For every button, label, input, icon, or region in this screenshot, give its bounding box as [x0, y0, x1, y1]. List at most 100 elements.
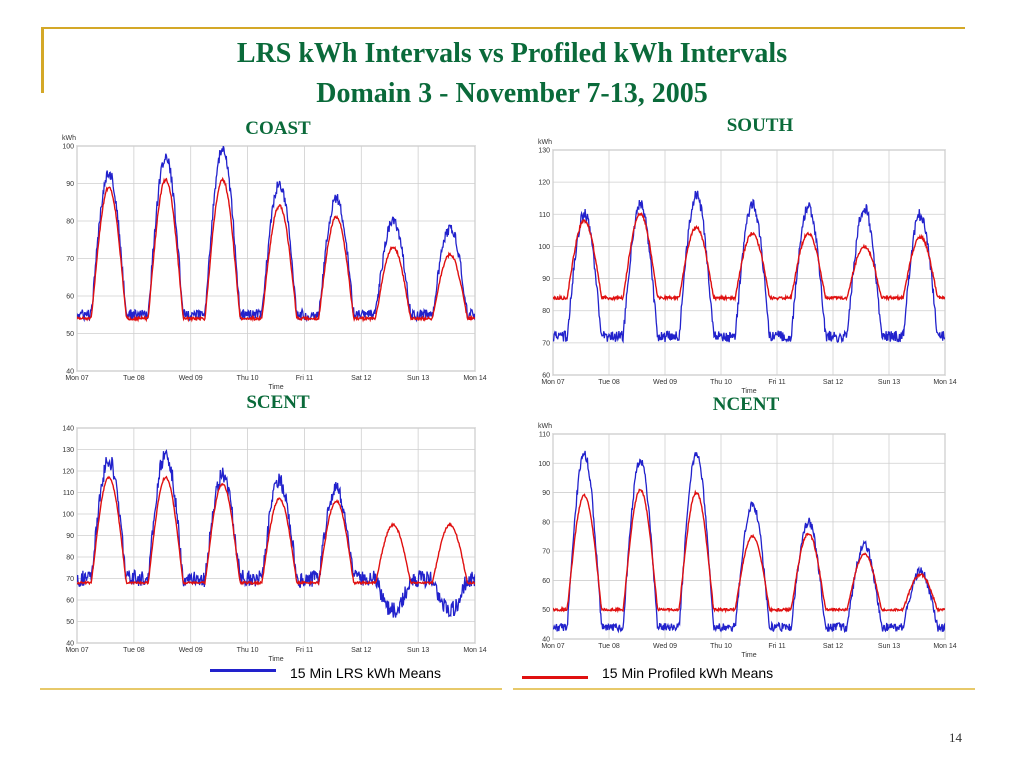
x-tick-label: Mon 07	[65, 647, 88, 654]
series-line-profiled	[553, 211, 945, 302]
accent-vertical-bar	[41, 27, 44, 93]
accent-horizontal-bar	[41, 27, 965, 29]
series-line-profiled	[77, 176, 475, 323]
x-tick-label: Sun 13	[407, 647, 429, 654]
x-tick-label: Mon 07	[65, 375, 88, 382]
x-tick-label: Wed 09	[653, 643, 677, 650]
x-tick-label: Sun 13	[878, 379, 900, 386]
x-tick-label: Tue 08	[598, 643, 620, 650]
series-line-profiled	[553, 488, 945, 614]
series-line-lrs	[553, 190, 945, 344]
y-tick-label: 110	[63, 490, 74, 497]
y-axis-label: kWh	[62, 135, 76, 142]
y-tick-label: 90	[542, 490, 550, 497]
x-tick-label: Sat 12	[823, 643, 843, 650]
y-tick-label: 50	[542, 607, 550, 614]
plot-frame	[552, 433, 946, 640]
page-number: 14	[949, 730, 962, 745]
y-tick-label: 60	[542, 373, 550, 380]
y-axis-label: kWh	[538, 139, 552, 146]
x-axis-label: Time	[741, 388, 756, 395]
y-tick-label: 110	[539, 432, 550, 439]
y-tick-label: 120	[538, 180, 550, 187]
series-line-lrs	[553, 450, 945, 634]
plot-frame	[552, 149, 946, 376]
x-tick-label: Sun 13	[407, 375, 429, 382]
accent-bottom-bar-right	[513, 688, 975, 690]
panel-title-coast: COAST	[245, 118, 311, 139]
x-tick-label: Mon 07	[541, 643, 564, 650]
y-tick-label: 40	[542, 637, 550, 644]
slide-title-line2: Domain 3 - November 7-13, 2005	[316, 78, 708, 109]
y-tick-label: 100	[538, 461, 550, 468]
legend-lrs-label: 15 Min LRS kWh Means	[290, 665, 441, 681]
x-tick-label: Fri 11	[296, 375, 313, 382]
y-tick-label: 80	[542, 519, 550, 526]
y-tick-label: 130	[62, 447, 74, 454]
y-tick-label: 40	[66, 369, 74, 376]
x-tick-label: Fri 11	[296, 647, 313, 654]
legend-profiled-swatch	[522, 676, 588, 679]
chart-svg: 40 50 60 70 80 90 100 110 Mon 07 Tue 08 Wed 09 Thu …	[538, 423, 957, 659]
y-tick-label: 60	[66, 598, 74, 605]
x-axis-label: Time	[268, 656, 283, 663]
x-axis-label: Time	[268, 384, 283, 391]
y-tick-label: 70	[66, 576, 74, 583]
x-tick-label: Mon 07	[541, 379, 564, 386]
x-tick-label: Thu 10	[237, 375, 259, 382]
panel-title-scent: SCENT	[246, 392, 310, 413]
x-tick-label: Mon 14	[933, 379, 956, 386]
panel-title-ncent: NCENT	[712, 394, 780, 415]
x-tick-label: Fri 11	[768, 379, 785, 386]
x-tick-label: Wed 09	[179, 375, 203, 382]
x-tick-label: Thu 10	[710, 643, 732, 650]
x-tick-label: Thu 10	[710, 379, 732, 386]
y-tick-label: 80	[542, 308, 550, 315]
x-tick-label: Sun 13	[878, 643, 900, 650]
legend-lrs-swatch	[210, 669, 276, 672]
y-axis-label: kWh	[538, 423, 552, 430]
x-tick-label: Wed 09	[179, 647, 203, 654]
x-tick-label: Tue 08	[123, 375, 145, 382]
panel-title-south: SOUTH	[726, 115, 794, 136]
y-tick-label: 100	[62, 144, 74, 151]
x-tick-label: Mon 14	[463, 375, 486, 382]
y-tick-label: 140	[62, 426, 74, 433]
y-tick-label: 90	[66, 533, 74, 540]
chart-south: 60 70 80 90 100 110 120 130 Mon 07 Tue 08 Wed 09 Th…	[533, 130, 957, 395]
y-tick-label: 70	[542, 549, 550, 556]
y-tick-label: 130	[538, 148, 550, 155]
y-tick-label: 70	[542, 340, 550, 347]
y-tick-label: 110	[539, 212, 550, 219]
chart-svg: 40 50 60 70 80 90 100 Mon 07 Tue 08 Wed 09 Thu 10 F…	[62, 135, 487, 391]
x-tick-label: Sat 12	[823, 379, 843, 386]
y-tick-label: 50	[66, 619, 74, 626]
x-tick-label: Sat 12	[351, 375, 371, 382]
chart-svg: 40 50 60 70 80 90 100 110 120 130 140 Mon 07 Tue 08 W…	[62, 426, 486, 664]
x-tick-label: Tue 08	[598, 379, 620, 386]
y-tick-label: 90	[542, 276, 550, 283]
chart-scent: 40 50 60 70 80 90 100 110 120 130 140 Mon 07 Tue 08 W…	[55, 420, 486, 664]
y-tick-label: 60	[542, 578, 550, 585]
x-tick-label: Fri 11	[768, 643, 785, 650]
x-tick-label: Mon 14	[463, 647, 486, 654]
accent-bottom-bar-left	[40, 688, 502, 690]
chart-svg: 60 70 80 90 100 110 120 130 Mon 07 Tue 08 Wed 09 Th…	[538, 139, 957, 395]
y-tick-label: 80	[66, 219, 74, 226]
x-tick-label: Tue 08	[123, 647, 145, 654]
y-tick-label: 90	[66, 181, 74, 188]
x-tick-label: Sat 12	[351, 647, 371, 654]
y-tick-label: 100	[538, 244, 550, 251]
chart-coast: 40 50 60 70 80 90 100 Mon 07 Tue 08 Wed 09 Thu 10 F…	[55, 128, 487, 391]
y-tick-label: 60	[66, 294, 74, 301]
legend-profiled-label: 15 Min Profiled kWh Means	[602, 665, 774, 681]
x-tick-label: Thu 10	[237, 647, 259, 654]
y-tick-label: 50	[66, 331, 74, 338]
y-tick-label: 100	[62, 512, 74, 519]
y-tick-label: 40	[66, 641, 74, 648]
x-tick-label: Wed 09	[653, 379, 677, 386]
x-tick-label: Mon 14	[933, 643, 956, 650]
y-tick-label: 70	[66, 256, 74, 263]
slide-title-line1: LRS kWh Intervals vs Profiled kWh Interv…	[236, 38, 788, 69]
series-line-profiled	[77, 475, 475, 586]
